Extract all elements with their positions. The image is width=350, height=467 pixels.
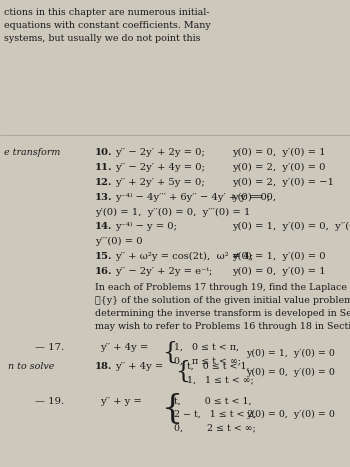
Text: 15.: 15. <box>95 252 112 261</box>
Text: y′′ + y =: y′′ + y = <box>100 397 142 406</box>
Text: y′(0) = 1,  y′′(0) = 0,  y′′′(0) = 1: y′(0) = 1, y′′(0) = 0, y′′′(0) = 1 <box>95 208 250 217</box>
Text: 13.: 13. <box>95 193 112 202</box>
Text: 10.: 10. <box>95 148 112 157</box>
Text: e transform: e transform <box>4 148 60 157</box>
Text: y′′ + 2y′ + 5y = 0;: y′′ + 2y′ + 5y = 0; <box>115 178 205 187</box>
Text: y(0) = 0,  y′(0) = 1: y(0) = 0, y′(0) = 1 <box>232 148 326 157</box>
Text: 1,   1 ≤ t < ∞;: 1, 1 ≤ t < ∞; <box>187 375 254 384</box>
Text: ctions in this chapter are numerous initial-: ctions in this chapter are numerous init… <box>4 8 210 17</box>
Text: t,        0 ≤ t < 1,: t, 0 ≤ t < 1, <box>174 397 252 406</box>
Text: y′′ + ω²y = cos(2t),  ω² ≠ 4;: y′′ + ω²y = cos(2t), ω² ≠ 4; <box>115 252 253 261</box>
Text: 12.: 12. <box>95 178 112 187</box>
Text: {: { <box>162 341 177 364</box>
Text: equations with constant coefficients. Many: equations with constant coefficients. Ma… <box>4 21 211 30</box>
Text: y(0) = 0,  y′(0) = 1: y(0) = 0, y′(0) = 1 <box>232 267 326 276</box>
Text: 2 − t,   1 ≤ t < 2,: 2 − t, 1 ≤ t < 2, <box>174 410 257 419</box>
Text: 18.: 18. <box>95 362 112 371</box>
Text: y⁻⁴⁾ − 4y′′′ + 6y′′ − 4y′ + y = 0;: y⁻⁴⁾ − 4y′′′ + 6y′′ − 4y′ + y = 0; <box>115 193 270 202</box>
Text: 0,   π ≤ t < ∞;: 0, π ≤ t < ∞; <box>174 356 241 365</box>
Text: y(0) = 0,: y(0) = 0, <box>232 193 276 202</box>
Text: y(0) = 1,  y′(0) = 0,  y′′(0) = 1,: y(0) = 1, y′(0) = 0, y′′(0) = 1, <box>232 222 350 231</box>
Text: {: { <box>162 393 183 425</box>
Text: y(0) = 0,  y′(0) = 0: y(0) = 0, y′(0) = 0 <box>246 410 335 419</box>
Text: ℒ{y} of the solution of the given initial value problem. A method of: ℒ{y} of the solution of the given initia… <box>95 296 350 305</box>
Text: 1,   0 ≤ t < π,: 1, 0 ≤ t < π, <box>174 343 239 352</box>
Text: — 19.: — 19. <box>35 397 64 406</box>
Text: y′′ − 2y′ + 2y = 0;: y′′ − 2y′ + 2y = 0; <box>115 148 205 157</box>
Text: — 17.: — 17. <box>35 343 64 352</box>
Text: {: { <box>175 360 190 383</box>
Text: y′′ − 2y′ + 4y = 0;: y′′ − 2y′ + 4y = 0; <box>115 163 205 172</box>
Text: y′′ + 4y =: y′′ + 4y = <box>100 343 148 352</box>
Text: y(0) = 2,  y′(0) = −1: y(0) = 2, y′(0) = −1 <box>232 178 334 187</box>
Text: may wish to refer to Problems 16 through 18 in Section 6.1.: may wish to refer to Problems 16 through… <box>95 322 350 331</box>
Text: y(0) = 2,  y′(0) = 0: y(0) = 2, y′(0) = 0 <box>232 163 326 172</box>
Text: 11.: 11. <box>95 163 112 172</box>
Text: y(0) = 1,  y′(0) = 0: y(0) = 1, y′(0) = 0 <box>246 349 335 358</box>
Text: y(0) = 1,  y′(0) = 0: y(0) = 1, y′(0) = 0 <box>232 252 326 261</box>
Text: 16.: 16. <box>95 267 112 276</box>
Text: y⁻⁴⁾ − y = 0;: y⁻⁴⁾ − y = 0; <box>115 222 177 231</box>
Text: y′′′(0) = 0: y′′′(0) = 0 <box>95 237 143 246</box>
Text: y(0) = 0,  y′(0) = 0: y(0) = 0, y′(0) = 0 <box>246 368 335 377</box>
Text: n to solve: n to solve <box>8 362 54 371</box>
Text: t,   0 ≤ t < 1,: t, 0 ≤ t < 1, <box>187 362 250 371</box>
Text: In each of Problems 17 through 19, find the Laplace transform Y(s) =: In each of Problems 17 through 19, find … <box>95 283 350 292</box>
Text: y′′ + 4y =: y′′ + 4y = <box>115 362 163 371</box>
Text: 0,        2 ≤ t < ∞;: 0, 2 ≤ t < ∞; <box>174 423 256 432</box>
Text: y′′ − 2y′ + 2y = e⁻ᵗ;: y′′ − 2y′ + 2y = e⁻ᵗ; <box>115 267 212 276</box>
Text: systems, but usually we do not point this: systems, but usually we do not point thi… <box>4 34 201 43</box>
Text: determining the inverse transform is developed in Section 6.3. You: determining the inverse transform is dev… <box>95 309 350 318</box>
Text: 14.: 14. <box>95 222 112 231</box>
